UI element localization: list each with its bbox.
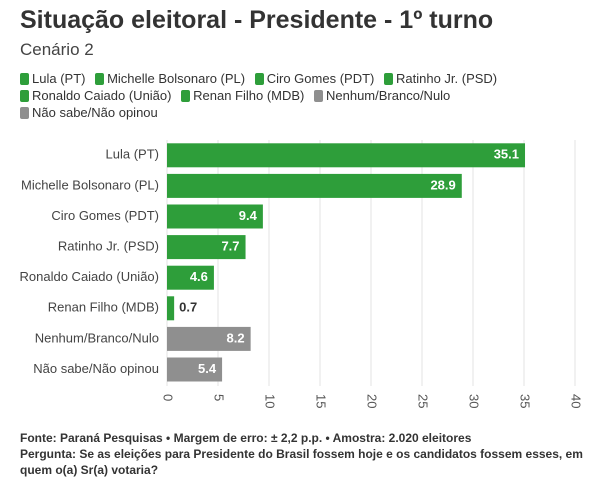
- bar: [167, 235, 246, 260]
- data-label: 4.6: [190, 269, 208, 284]
- data-label: 0.7: [179, 300, 197, 315]
- category-label: Ronaldo Caiado (União): [20, 269, 159, 284]
- legend-swatch: [383, 73, 393, 85]
- legend-swatch: [181, 90, 191, 102]
- legend-swatch: [95, 73, 105, 85]
- bar: [167, 204, 263, 229]
- question-note: Pergunta: Se as eleições para Presidente…: [20, 447, 583, 477]
- legend-label: Renan Filho (MDB): [193, 88, 305, 103]
- x-tick-label: 10: [263, 394, 278, 408]
- legend-label: Não sabe/Não opinou: [32, 105, 158, 120]
- legend-swatch: [254, 73, 264, 85]
- data-label: 28.9: [430, 177, 455, 192]
- legend-item: Não sabe/Não opinou: [20, 104, 158, 121]
- category-label: Michelle Bolsonaro (PL): [21, 177, 159, 192]
- x-tick-label: 15: [314, 394, 329, 408]
- category-label: Renan Filho (MDB): [48, 300, 159, 315]
- legend-swatch: [20, 73, 29, 85]
- legend-swatch: [20, 90, 29, 102]
- category-label: Não sabe/Não opinou: [33, 361, 159, 376]
- bar-chart: 0 5 10 15 20 25 30 35 40 Lula (PT) 35.1 Michelle Bo…: [20, 140, 584, 408]
- legend-item: Michelle Bolsonaro (PL): [95, 70, 245, 87]
- chart-subtitle: Cenário 2: [20, 40, 94, 59]
- x-tick-label: 35: [518, 394, 533, 408]
- legend-item: Lula (PT): [20, 70, 85, 87]
- legend-label: Ciro Gomes (PDT): [266, 71, 375, 86]
- chart-title: Situação eleitoral - Presidente - 1º tur…: [20, 6, 494, 34]
- footer: Fonte: Paraná Pesquisas • Margem de erro…: [20, 430, 585, 478]
- data-label: 5.4: [198, 361, 217, 376]
- bar: [167, 143, 526, 168]
- legend-swatch: [314, 90, 323, 102]
- x-tick-label: 25: [416, 394, 431, 408]
- legend-item: Nenhum/Branco/Nulo: [314, 87, 450, 104]
- legend-item: Ratinho Jr. (PSD): [383, 70, 498, 87]
- legend-label: Michelle Bolsonaro (PL): [107, 71, 246, 86]
- data-label: 8.2: [227, 330, 245, 345]
- data-label: 9.4: [239, 208, 258, 223]
- bar: [167, 296, 175, 321]
- legend-label: Ratinho Jr. (PSD): [395, 71, 498, 86]
- legend-label: Lula (PT): [32, 71, 86, 86]
- x-tick-label: 30: [467, 394, 482, 408]
- category-label: Ratinho Jr. (PSD): [58, 239, 159, 254]
- x-tick-label: 40: [569, 394, 584, 408]
- data-label: 7.7: [221, 239, 239, 254]
- data-label: 35.1: [494, 147, 519, 162]
- x-tick-label: 20: [365, 394, 380, 408]
- bar: [167, 173, 462, 198]
- x-tick-label: 0: [161, 394, 176, 401]
- bar: [167, 326, 251, 351]
- bar: [167, 357, 223, 382]
- source-note: Fonte: Paraná Pesquisas • Margem de erro…: [20, 431, 472, 445]
- category-label: Ciro Gomes (PDT): [51, 208, 159, 223]
- legend-item: Renan Filho (MDB): [181, 87, 304, 104]
- legend-item: Ronaldo Caiado (União): [20, 87, 171, 104]
- legend-item: Ciro Gomes (PDT): [254, 70, 375, 87]
- legend-label: Nenhum/Branco/Nulo: [326, 88, 451, 103]
- legend-label: Ronaldo Caiado (União): [32, 88, 172, 103]
- x-tick-label: 5: [212, 394, 227, 401]
- category-label: Nenhum/Branco/Nulo: [35, 330, 159, 345]
- legend: Lula (PT) Michelle Bolsonaro (PL) Ciro G…: [20, 70, 580, 121]
- category-label: Lula (PT): [106, 147, 159, 162]
- bar: [167, 265, 214, 290]
- legend-swatch: [20, 107, 29, 119]
